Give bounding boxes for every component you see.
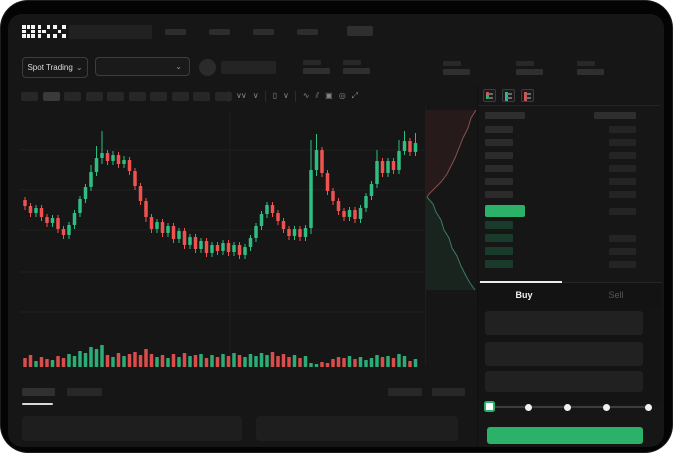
ask-row[interactable] bbox=[485, 165, 636, 172]
chart-toolbar-icons: ∨∨ ∨ ▯ ∨ ∿ ⫽ ▣ ◎ ⤢ bbox=[228, 89, 358, 103]
depth-chart bbox=[425, 106, 477, 366]
orderbook-both-view-icon[interactable] bbox=[483, 89, 496, 102]
orderbook-bids bbox=[485, 221, 636, 268]
history-panel-placeholder bbox=[256, 416, 458, 441]
bottom-tab[interactable] bbox=[67, 388, 102, 396]
bid-row[interactable] bbox=[485, 221, 636, 229]
chevron-down-icon[interactable]: ∨ bbox=[282, 91, 289, 100]
orderbook-amount-header-placeholder bbox=[594, 112, 636, 119]
ask-row[interactable] bbox=[485, 152, 636, 159]
orderbook-asks-view-icon[interactable] bbox=[521, 89, 534, 102]
bottom-tab-right[interactable] bbox=[388, 388, 422, 396]
candles-layer bbox=[23, 131, 418, 259]
ticker-stat bbox=[303, 60, 330, 74]
interval-buttons bbox=[21, 92, 232, 101]
orderbook-price-header-placeholder bbox=[485, 112, 525, 119]
chevron-down-icon[interactable]: ∨ bbox=[252, 91, 259, 100]
bottom-tab-underline bbox=[22, 403, 53, 405]
amount-input[interactable] bbox=[485, 342, 643, 366]
ticker-stat bbox=[516, 61, 543, 75]
ticker-stat bbox=[343, 60, 370, 74]
slider-step-dot[interactable] bbox=[644, 403, 652, 411]
chevron-down-icon: ⌄ bbox=[175, 61, 182, 71]
ticker-stat bbox=[443, 61, 470, 75]
logo-letter-O bbox=[22, 25, 35, 38]
interval-button[interactable] bbox=[107, 92, 124, 101]
nav-item-placeholder[interactable] bbox=[297, 29, 318, 35]
market-type-label: Spot Trading bbox=[27, 63, 73, 72]
interval-button[interactable] bbox=[64, 92, 81, 101]
interval-button[interactable] bbox=[193, 92, 210, 101]
interval-button-active[interactable] bbox=[42, 92, 60, 101]
ask-row[interactable] bbox=[485, 178, 636, 185]
fullscreen-icon[interactable]: ⤢ bbox=[351, 91, 358, 100]
orderbook-layout-toggles bbox=[483, 89, 534, 102]
slider-step-dot[interactable] bbox=[602, 403, 610, 411]
coin-avatar bbox=[199, 59, 216, 76]
price-input[interactable] bbox=[485, 311, 643, 335]
interval-button[interactable] bbox=[85, 92, 103, 101]
pair-selector-dropdown[interactable]: ⌄ bbox=[95, 57, 190, 76]
bottom-tab-active[interactable] bbox=[22, 388, 55, 396]
line-tools-icon[interactable]: ∿ bbox=[302, 91, 310, 100]
candlestick-chart[interactable] bbox=[14, 106, 477, 370]
slider-step-dot[interactable] bbox=[563, 403, 571, 411]
total-input[interactable] bbox=[485, 371, 643, 392]
tab-buy[interactable]: Buy bbox=[515, 290, 533, 300]
logo-letter-K bbox=[37, 25, 50, 38]
grid-layer bbox=[20, 149, 424, 313]
interval-button[interactable] bbox=[171, 92, 189, 101]
nav-item-placeholder[interactable] bbox=[253, 29, 274, 35]
compare-icon[interactable]: ∨∨ bbox=[236, 91, 247, 100]
nav-item-placeholder[interactable] bbox=[347, 26, 373, 36]
slider-handle[interactable] bbox=[484, 401, 495, 412]
bottom-tab-right[interactable] bbox=[432, 388, 465, 396]
chevron-down-icon: ⌄ bbox=[75, 62, 83, 72]
slider-step-dot[interactable] bbox=[524, 403, 532, 411]
interval-button[interactable] bbox=[21, 92, 38, 101]
interval-button[interactable] bbox=[128, 92, 146, 101]
orderbook-bids-view-icon[interactable] bbox=[502, 89, 515, 102]
buy-tab-active-line bbox=[480, 281, 562, 283]
orders-panel-placeholder bbox=[22, 416, 242, 441]
order-form-tabs: Buy Sell bbox=[478, 282, 662, 307]
ask-row[interactable] bbox=[485, 126, 636, 133]
ticker-stat bbox=[577, 61, 604, 75]
orderbook-asks bbox=[485, 126, 636, 198]
camera-icon[interactable]: ▣ bbox=[325, 91, 333, 100]
tab-sell[interactable]: Sell bbox=[608, 290, 624, 300]
candle-style-icon[interactable]: ▯ bbox=[272, 91, 278, 100]
last-price-badge bbox=[485, 205, 525, 217]
market-type-selector[interactable]: Spot Trading ⌄ bbox=[22, 57, 88, 78]
panel-divider bbox=[477, 85, 478, 446]
search-placeholder[interactable] bbox=[69, 25, 152, 39]
bid-row[interactable] bbox=[485, 234, 636, 242]
top-nav bbox=[165, 29, 318, 35]
bid-row[interactable] bbox=[485, 247, 636, 255]
buy-submit-button[interactable] bbox=[487, 427, 643, 444]
bid-row[interactable] bbox=[485, 260, 636, 268]
interval-button[interactable] bbox=[214, 92, 232, 101]
logo-letter-X bbox=[53, 25, 66, 38]
nav-item-placeholder[interactable] bbox=[209, 29, 230, 35]
orderbook-divider bbox=[478, 105, 660, 106]
orderbook-last-price-row bbox=[485, 205, 636, 217]
chart-canvas bbox=[20, 106, 477, 367]
settings-icon[interactable]: ◎ bbox=[338, 91, 346, 100]
drawing-tools-icon[interactable]: ⫽ bbox=[315, 91, 319, 100]
pair-name-placeholder bbox=[221, 61, 276, 74]
nav-item-placeholder[interactable] bbox=[165, 29, 186, 35]
interval-button[interactable] bbox=[150, 92, 167, 101]
ask-row[interactable] bbox=[485, 191, 636, 198]
ask-row[interactable] bbox=[485, 139, 636, 146]
okx-logo bbox=[22, 25, 66, 38]
volume-layer bbox=[23, 345, 418, 367]
